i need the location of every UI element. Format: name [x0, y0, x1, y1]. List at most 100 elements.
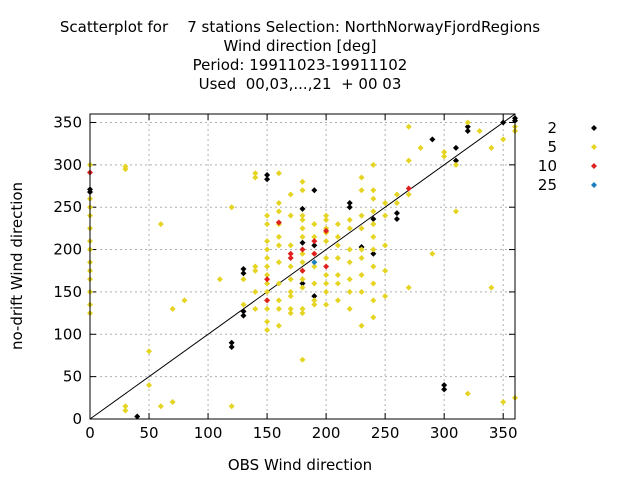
- point-series-5-139: [393, 199, 400, 206]
- y-tick-label-2: 100: [53, 325, 82, 343]
- point-series-5-142: [405, 191, 412, 198]
- point-series-5-136: [382, 267, 389, 274]
- point-series-2-28: [452, 144, 459, 151]
- legend-label-5: 5: [547, 138, 557, 156]
- title-line-1: Scatterplot for 7 stations Selection: No…: [60, 18, 540, 36]
- point-series-5-102: [334, 255, 341, 262]
- point-series-25-0: [311, 259, 318, 266]
- point-series-5-69: [299, 187, 306, 194]
- y-tick-label-5: 250: [53, 198, 82, 216]
- point-series-5-144: [417, 144, 424, 151]
- point-series-5-100: [334, 233, 341, 240]
- point-series-2-16: [311, 293, 318, 300]
- point-series-5-132: [370, 314, 377, 321]
- point-series-5-96: [323, 280, 330, 287]
- point-series-2-8: [240, 266, 247, 273]
- point-series-5-65: [287, 293, 294, 300]
- point-series-5-32: [252, 267, 259, 274]
- point-series-5-93: [323, 238, 330, 245]
- point-series-10-6: [299, 267, 306, 274]
- legend-label-25: 25: [538, 176, 557, 194]
- point-series-5-122: [370, 161, 377, 168]
- point-series-2-31: [500, 119, 507, 126]
- point-series-5-73: [299, 233, 306, 240]
- point-series-5-19: [157, 221, 164, 228]
- point-series-10-2: [264, 276, 271, 283]
- point-series-5-97: [323, 288, 330, 295]
- point-series-5-151: [464, 390, 471, 397]
- point-series-5-17: [146, 348, 153, 355]
- chart-title: Scatterplot for 7 stations Selection: No…: [60, 18, 540, 93]
- point-series-5-27: [240, 276, 247, 283]
- point-series-5-111: [346, 288, 353, 295]
- x-tick-label-3: 150: [253, 424, 282, 442]
- point-series-5-83: [311, 233, 318, 240]
- y-tick-label-4: 200: [53, 241, 82, 259]
- point-series-5-101: [334, 242, 341, 249]
- point-series-10-5: [287, 255, 294, 262]
- point-series-5-56: [275, 297, 282, 304]
- point-series-2-3: [228, 343, 235, 350]
- point-series-5-23: [181, 297, 188, 304]
- point-series-5-85: [311, 263, 318, 270]
- point-series-5-143: [405, 284, 412, 291]
- point-series-5-106: [346, 216, 353, 223]
- point-series-5-33: [252, 288, 259, 295]
- x-tick-label-1: 50: [139, 424, 158, 442]
- point-series-5-18: [146, 382, 153, 389]
- point-series-5-64: [287, 288, 294, 295]
- point-series-5-133: [382, 199, 389, 206]
- point-series-5-42: [264, 280, 271, 287]
- point-series-5-154: [488, 284, 495, 291]
- point-series-5-26: [228, 403, 235, 410]
- point-series-5-124: [370, 195, 377, 202]
- point-series-5-113: [358, 174, 365, 181]
- point-series-10-10: [323, 227, 330, 234]
- point-series-2-2: [134, 413, 141, 420]
- point-series-5-40: [264, 263, 271, 270]
- point-series-2-17: [346, 204, 353, 211]
- point-series-5-147: [441, 149, 448, 156]
- point-series-5-148: [452, 161, 459, 168]
- point-series-2-29: [464, 127, 471, 134]
- point-series-5-140: [405, 123, 412, 130]
- point-series-5-41: [264, 271, 271, 278]
- point-series-10-8: [311, 250, 318, 257]
- point-series-5-43: [264, 288, 271, 295]
- x-axis-label: OBS Wind direction: [228, 456, 372, 474]
- point-series-2-7: [240, 270, 247, 277]
- x-tick-label-2: 100: [194, 424, 223, 442]
- point-series-5-141: [405, 157, 412, 164]
- point-series-5-109: [346, 259, 353, 266]
- point-series-5-72: [299, 225, 306, 232]
- legend-marker-5: [591, 144, 597, 150]
- point-series-5-78: [299, 284, 306, 291]
- point-series-5-123: [370, 187, 377, 194]
- point-series-5-88: [311, 301, 318, 308]
- point-series-5-108: [346, 246, 353, 253]
- point-series-5-38: [264, 246, 271, 253]
- y-tick-label-1: 50: [63, 368, 82, 386]
- point-series-5-87: [311, 297, 318, 304]
- point-series-5-128: [370, 246, 377, 253]
- point-series-2-23: [393, 210, 400, 217]
- point-series-2-5: [240, 312, 247, 319]
- point-series-5-79: [299, 305, 306, 312]
- diagonal-line: [89, 113, 516, 420]
- point-series-5-155: [500, 136, 507, 143]
- point-series-5-67: [287, 310, 294, 317]
- axis-ticks: 0 50 100 150 200 250 300 350 0 50 100 150 200 250 300 3…: [53, 113, 517, 442]
- point-series-5-80: [299, 310, 306, 317]
- point-series-5-22: [169, 305, 176, 312]
- point-series-5-70: [299, 212, 306, 219]
- point-series-2-6: [240, 308, 247, 315]
- y-tick-label-7: 350: [53, 113, 82, 131]
- point-series-2-11: [299, 280, 306, 287]
- point-series-2-18: [346, 199, 353, 206]
- point-series-5-116: [358, 225, 365, 232]
- point-series-5-105: [334, 297, 341, 304]
- point-series-5-68: [299, 178, 306, 185]
- point-series-2-25: [441, 386, 448, 393]
- point-series-5-47: [264, 327, 271, 334]
